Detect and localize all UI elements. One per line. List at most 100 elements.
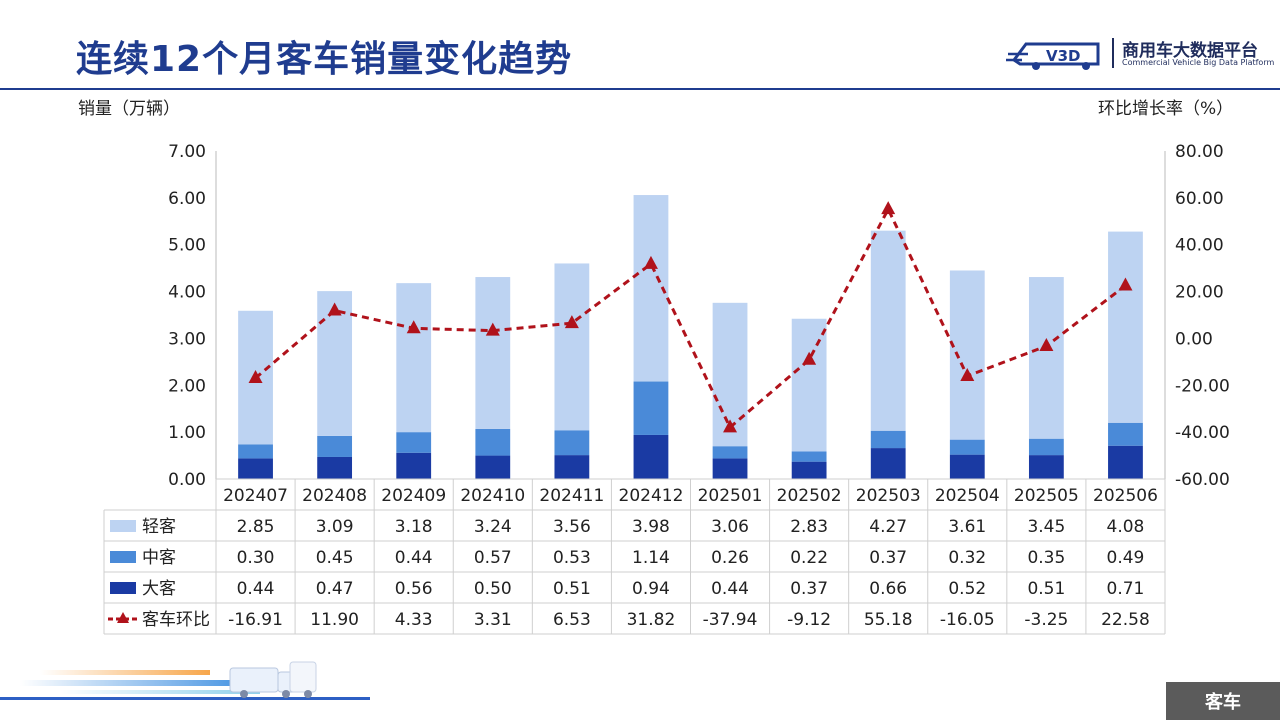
- bar-segment: [317, 456, 353, 479]
- data-label: -9.12: [787, 610, 831, 630]
- x-tick-label: 202503: [856, 486, 921, 506]
- data-label: 0.47: [316, 579, 354, 599]
- legend-label: 中客: [142, 548, 176, 568]
- y-tick-label: 0.00: [168, 470, 206, 490]
- bar-segment: [554, 430, 590, 456]
- y2-tick-label: 20.00: [1175, 283, 1224, 303]
- data-label: -16.91: [228, 610, 283, 630]
- legend-label: 轻客: [142, 517, 176, 537]
- data-label: 11.90: [310, 610, 359, 630]
- x-tick-label: 202505: [1014, 486, 1079, 506]
- x-tick-label: 202410: [460, 486, 525, 506]
- data-label: 3.18: [395, 517, 433, 537]
- data-label: 0.35: [1027, 548, 1065, 568]
- line-marker: [1039, 338, 1054, 352]
- bar-segment: [712, 458, 748, 479]
- bar-segment: [1108, 422, 1143, 446]
- x-tick-label: 202411: [539, 486, 604, 506]
- x-tick-label: 202506: [1093, 486, 1158, 506]
- section-tab[interactable]: 客车: [1166, 682, 1280, 720]
- data-label: 3.24: [474, 517, 512, 537]
- bar-segment: [238, 444, 273, 459]
- bar-segment: [238, 458, 273, 479]
- data-label: 1.14: [632, 548, 670, 568]
- y-tick-label: 6.00: [168, 189, 206, 209]
- data-label: 55.18: [864, 610, 913, 630]
- bar-segment: [1028, 277, 1064, 439]
- page-title: 连续12个月客车销量变化趋势: [76, 39, 573, 80]
- y2-tick-label: -60.00: [1175, 470, 1230, 490]
- data-label: -37.94: [703, 610, 758, 630]
- data-label: 0.56: [395, 579, 433, 599]
- bar-segment: [1028, 455, 1064, 479]
- x-tick-label: 202408: [302, 486, 367, 506]
- data-label: 31.82: [627, 610, 676, 630]
- data-label: 0.53: [553, 548, 591, 568]
- bar-segment: [633, 434, 669, 479]
- line-marker: [802, 351, 817, 365]
- bar-segment: [791, 451, 827, 462]
- data-label: 4.27: [869, 517, 907, 537]
- data-label: 0.51: [1027, 579, 1065, 599]
- data-label: -16.05: [940, 610, 995, 630]
- x-tick-label: 202407: [223, 486, 288, 506]
- data-label: 0.37: [869, 548, 907, 568]
- bar-segment: [554, 263, 590, 431]
- y-tick-label: 1.00: [168, 423, 206, 443]
- y2-tick-label: 40.00: [1175, 236, 1224, 256]
- data-label: 2.85: [237, 517, 275, 537]
- bar-segment: [396, 283, 432, 433]
- title-divider: [0, 88, 1280, 90]
- logo-subtitle: Commercial Vehicle Big Data Platform: [1122, 58, 1275, 67]
- data-label: 0.52: [948, 579, 986, 599]
- line-marker: [406, 320, 421, 334]
- line-marker: [881, 201, 896, 215]
- y-tick-label: 5.00: [168, 236, 206, 256]
- x-tick-label: 202501: [698, 486, 763, 506]
- bar-segment: [791, 461, 827, 479]
- data-label: 3.56: [553, 517, 591, 537]
- bar-segment: [475, 428, 511, 456]
- data-label: 3.31: [474, 610, 512, 630]
- data-label: 0.32: [948, 548, 986, 568]
- data-label: 3.45: [1027, 517, 1065, 537]
- data-label: 22.58: [1101, 610, 1150, 630]
- svg-text:V3D: V3D: [1046, 47, 1081, 65]
- line-marker: [723, 419, 738, 433]
- bar-segment: [870, 430, 906, 449]
- y-tick-label: 4.00: [168, 283, 206, 303]
- data-label: 0.44: [237, 579, 275, 599]
- data-label: 0.22: [790, 548, 828, 568]
- bar-segment: [396, 432, 432, 453]
- data-label: 0.94: [632, 579, 670, 599]
- legend-swatch: [110, 520, 136, 532]
- line-marker: [960, 368, 975, 382]
- line-marker: [1118, 277, 1133, 291]
- data-label: -3.25: [1024, 610, 1068, 630]
- line-marker: [564, 315, 579, 329]
- legend-line-marker: [117, 612, 129, 623]
- legend-swatch: [110, 582, 136, 594]
- data-label: 0.44: [711, 579, 749, 599]
- bar-segment: [712, 446, 748, 459]
- data-label: 0.44: [395, 548, 433, 568]
- line-marker: [248, 370, 263, 384]
- y-tick-label: 7.00: [168, 142, 206, 162]
- legend-label: 客车环比: [142, 610, 210, 630]
- data-label: 0.30: [237, 548, 275, 568]
- decorative-trucks-graphic: [0, 661, 370, 700]
- bar-segment: [475, 277, 511, 429]
- y-tick-label: 2.00: [168, 376, 206, 396]
- x-tick-label: 202409: [381, 486, 446, 506]
- logo-divider: [1112, 38, 1114, 68]
- legend-label: 大客: [142, 579, 176, 599]
- bar-segment: [949, 454, 985, 479]
- data-label: 0.71: [1107, 579, 1145, 599]
- data-label: 3.98: [632, 517, 670, 537]
- bar-segment: [317, 435, 353, 457]
- bar-segment: [475, 455, 511, 479]
- data-label: 0.45: [316, 548, 354, 568]
- data-label: 0.37: [790, 579, 828, 599]
- data-label: 0.57: [474, 548, 512, 568]
